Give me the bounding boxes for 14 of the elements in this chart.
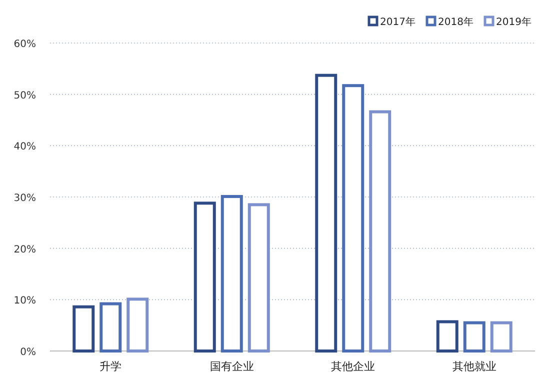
y-tick-label: 60% xyxy=(14,39,36,50)
y-tick-label: 0% xyxy=(20,347,36,358)
legend-label: 2019年 xyxy=(496,16,532,28)
x-tick-label: 升学 xyxy=(100,360,122,373)
y-tick-label: 10% xyxy=(14,296,36,307)
x-tick-label: 国有企业 xyxy=(210,360,254,373)
y-tick-label: 30% xyxy=(14,193,36,204)
x-tick-label: 其他企业 xyxy=(331,360,376,373)
y-tick-label: 50% xyxy=(14,90,36,102)
y-tick-label: 40% xyxy=(14,142,36,153)
legend-label: 2017年 xyxy=(380,16,416,28)
legend-label: 2018年 xyxy=(438,16,474,28)
y-tick-label: 20% xyxy=(14,244,36,256)
x-tick-label: 其他就业 xyxy=(452,360,496,373)
